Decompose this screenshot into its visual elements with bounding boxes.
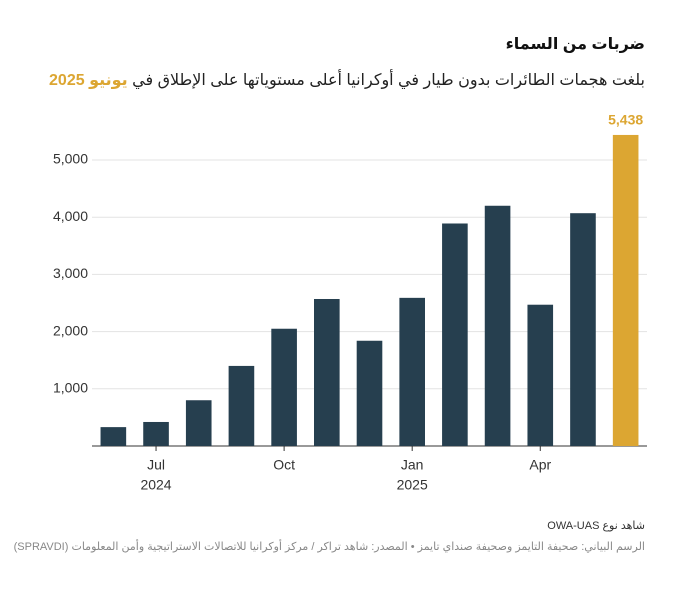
chart-subtitle: بلغت هجمات الطائرات بدون طيار في أوكراني… xyxy=(49,70,645,90)
y-tick-label: 2,000 xyxy=(53,322,88,338)
x-year-label: 2024 xyxy=(140,477,171,493)
bar xyxy=(399,297,425,446)
chart-title: ضربات من السماء xyxy=(505,36,645,53)
bar xyxy=(570,213,596,446)
bar xyxy=(484,205,511,446)
x-tick-label: Jul xyxy=(147,457,165,473)
bar xyxy=(271,328,297,446)
y-tick-label: 4,000 xyxy=(53,208,88,224)
note: شاهد نوع OWA-UAS xyxy=(547,520,645,532)
x-tick-label: Jan xyxy=(401,457,424,473)
x-tick-label: Apr xyxy=(529,457,551,473)
x-tick-label: Oct xyxy=(273,457,295,473)
subtitle-highlight: يونيو 2025 xyxy=(49,72,128,89)
source: الرسم البياني: صحيفة التايمز وصحيفة صندا… xyxy=(13,541,645,553)
subtitle-text: بلغت هجمات الطائرات بدون طيار في أوكراني… xyxy=(132,72,645,89)
y-tick-label: 3,000 xyxy=(53,265,88,281)
y-tick-label: 5,000 xyxy=(53,151,88,167)
y-tick-label: 1,000 xyxy=(53,380,88,396)
bar xyxy=(612,134,639,446)
x-year-label: 2025 xyxy=(397,477,428,493)
bar xyxy=(527,304,554,446)
bar xyxy=(314,298,340,446)
bar xyxy=(185,400,212,446)
value-label: 5,438 xyxy=(608,112,643,128)
bar xyxy=(442,223,468,446)
bar xyxy=(100,427,127,446)
bar xyxy=(356,340,383,446)
chart: 1,000 2,000 3,000 4,000 5,000 Jul 2024 Oct Jan 20… xyxy=(53,112,647,493)
bar xyxy=(143,421,169,446)
bar xyxy=(228,365,255,446)
